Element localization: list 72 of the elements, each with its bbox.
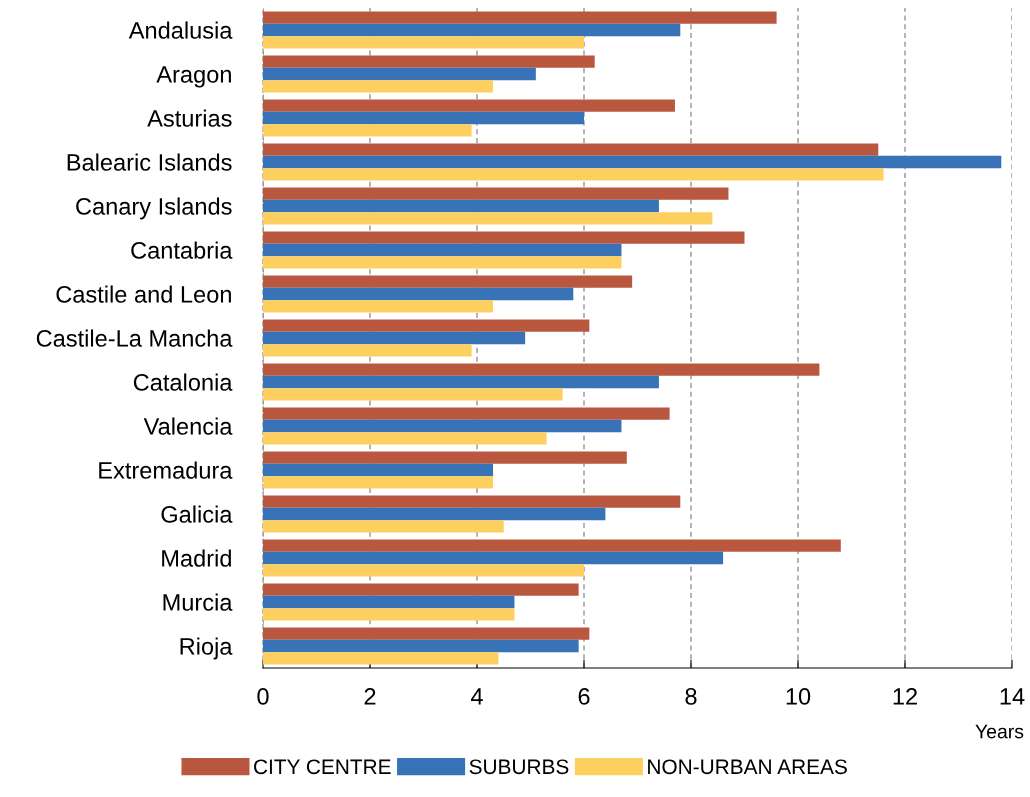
y-tick-label: Catalonia — [133, 373, 233, 391]
bar — [263, 187, 729, 200]
bar — [263, 256, 622, 269]
bar — [263, 627, 590, 640]
bar — [263, 375, 659, 389]
y-tick-label: Balearic Islands — [67, 153, 232, 171]
x-tick-label: 14 — [1000, 688, 1025, 705]
bar — [263, 99, 675, 112]
bar — [263, 652, 499, 665]
bar — [263, 80, 494, 93]
bar — [263, 595, 515, 609]
bar — [263, 55, 595, 68]
y-tick-label: Galicia — [161, 505, 233, 523]
bar — [263, 212, 713, 225]
bar — [263, 344, 472, 357]
bar — [263, 608, 515, 621]
bar — [263, 419, 622, 433]
bar — [263, 463, 494, 477]
bar — [263, 495, 681, 508]
x-tick-label: 12 — [893, 688, 917, 705]
bar — [263, 287, 574, 301]
bar — [263, 551, 724, 565]
bar — [263, 520, 504, 533]
bar — [263, 199, 659, 213]
y-tick-label: Asturias — [147, 109, 232, 127]
legend-label: NON-URBAN AREAS — [648, 759, 847, 775]
y-tick-label: Extremadura — [99, 461, 233, 479]
bar — [263, 407, 670, 420]
bar — [263, 36, 584, 49]
bar — [263, 11, 777, 24]
bar — [263, 67, 536, 81]
bar — [263, 363, 820, 376]
bar — [263, 432, 547, 445]
y-tick-label: Castile-La Mancha — [36, 329, 233, 347]
bar — [263, 155, 1002, 169]
legend-label: SUBURBS — [469, 759, 569, 775]
y-tick-label: Aragon — [156, 66, 231, 88]
bar — [263, 319, 590, 332]
bar — [263, 583, 579, 596]
x-tick-label: 6 — [578, 688, 590, 705]
bar — [263, 111, 584, 125]
y-tick-label: Murcia — [163, 593, 233, 611]
bar — [263, 639, 579, 653]
bar — [263, 539, 841, 552]
x-axis-title: Years — [975, 724, 1024, 739]
bar — [263, 476, 494, 489]
x-tick-label: 2 — [364, 688, 376, 705]
bar — [263, 451, 627, 464]
x-tick-label: 10 — [786, 688, 811, 705]
bar — [263, 143, 879, 156]
bar — [263, 231, 745, 244]
bar — [263, 331, 526, 345]
bar — [263, 507, 606, 521]
bar — [263, 388, 563, 401]
bar — [263, 243, 622, 257]
x-tick-label: 4 — [470, 688, 483, 705]
y-tick-label: Madrid — [162, 549, 231, 567]
bar — [263, 275, 633, 288]
bar — [263, 23, 681, 37]
y-tick-label: Cantabria — [131, 241, 233, 259]
x-tick-label: 8 — [685, 688, 697, 705]
bar — [263, 300, 494, 313]
y-tick-label: Valencia — [143, 417, 233, 435]
x-tick-label: 0 — [257, 688, 269, 705]
y-tick-label: Canary Islands — [76, 197, 232, 220]
legend-label: CITY CENTRE — [254, 759, 391, 775]
bar — [263, 168, 884, 181]
y-tick-label: Castile and Leon — [56, 285, 231, 303]
y-tick-label: Andalusia — [128, 21, 233, 39]
bar — [263, 124, 472, 137]
y-tick-label: Rioja — [180, 637, 233, 660]
bar — [263, 564, 584, 577]
